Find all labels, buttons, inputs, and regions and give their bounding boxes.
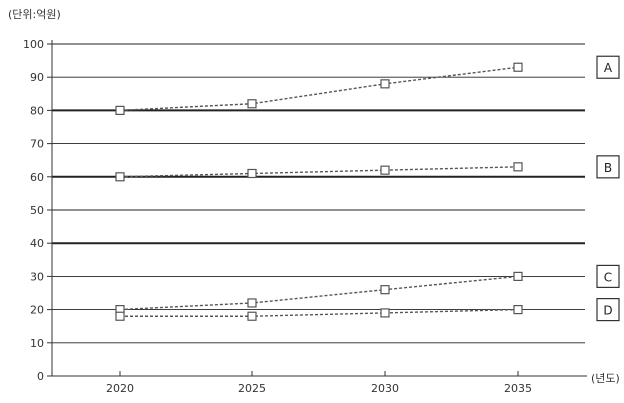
y-tick-label: 90 bbox=[30, 71, 44, 84]
y-tick-label: 100 bbox=[23, 38, 44, 51]
data-point bbox=[247, 99, 257, 109]
x-tick-label: 2025 bbox=[238, 382, 266, 395]
legend-label: D bbox=[603, 304, 612, 318]
grid bbox=[52, 43, 585, 344]
legend-item-D: D bbox=[596, 298, 620, 322]
series-line bbox=[119, 66, 519, 112]
y-tick-label: 0 bbox=[37, 370, 44, 383]
axes bbox=[47, 40, 587, 377]
data-point bbox=[513, 62, 523, 72]
y-tick-label: 10 bbox=[30, 337, 44, 350]
legend: A B C D bbox=[596, 55, 620, 322]
y-axis-unit-label: (단위:억원) bbox=[8, 8, 61, 21]
y-tick-label: 40 bbox=[30, 237, 44, 250]
y-tick-label: 50 bbox=[30, 204, 44, 217]
data-point bbox=[115, 105, 125, 116]
legend-box bbox=[596, 298, 620, 322]
series-A bbox=[115, 62, 523, 116]
legend-item-C: C bbox=[596, 264, 620, 288]
data-point bbox=[513, 162, 523, 172]
x-tick-labels: 2020 2025 2030 2035 bbox=[106, 382, 532, 395]
series-line bbox=[120, 308, 519, 317]
legend-label: B bbox=[604, 161, 612, 175]
legend-box bbox=[596, 264, 620, 288]
data-point bbox=[380, 285, 390, 295]
data-point bbox=[115, 311, 125, 321]
y-tick-label: 70 bbox=[30, 138, 44, 151]
series-B bbox=[115, 162, 523, 182]
x-axis-unit-label: (년도) bbox=[591, 372, 620, 385]
data-point bbox=[247, 168, 257, 179]
y-tick-label: 30 bbox=[30, 270, 44, 283]
legend-item-B: B bbox=[596, 155, 620, 179]
x-tick-label: 2020 bbox=[106, 382, 134, 395]
data-point bbox=[247, 311, 257, 321]
data-point bbox=[380, 165, 390, 175]
legend-label: A bbox=[604, 61, 613, 75]
y-tick-label: 60 bbox=[30, 171, 44, 184]
legend-box bbox=[596, 155, 620, 179]
y-tick-label: 80 bbox=[30, 104, 44, 117]
y-tick-labels: 0 10 20 30 40 50 60 70 80 90 100 bbox=[23, 38, 44, 383]
series-line bbox=[119, 166, 519, 178]
data-point bbox=[380, 79, 390, 89]
series-D bbox=[115, 305, 523, 321]
data-point bbox=[380, 308, 390, 318]
x-tick-label: 2030 bbox=[371, 382, 399, 395]
legend-item-A: A bbox=[596, 55, 620, 79]
data-point bbox=[247, 298, 257, 308]
data-point bbox=[513, 271, 523, 281]
series-line bbox=[119, 275, 519, 311]
data-point bbox=[513, 305, 523, 315]
y-tick-label: 20 bbox=[30, 304, 44, 317]
series-C bbox=[115, 271, 523, 315]
x-tick-label: 2035 bbox=[504, 382, 532, 395]
series-lines bbox=[115, 62, 523, 321]
data-point bbox=[115, 172, 125, 182]
legend-label: C bbox=[604, 270, 612, 284]
legend-box bbox=[596, 55, 620, 79]
